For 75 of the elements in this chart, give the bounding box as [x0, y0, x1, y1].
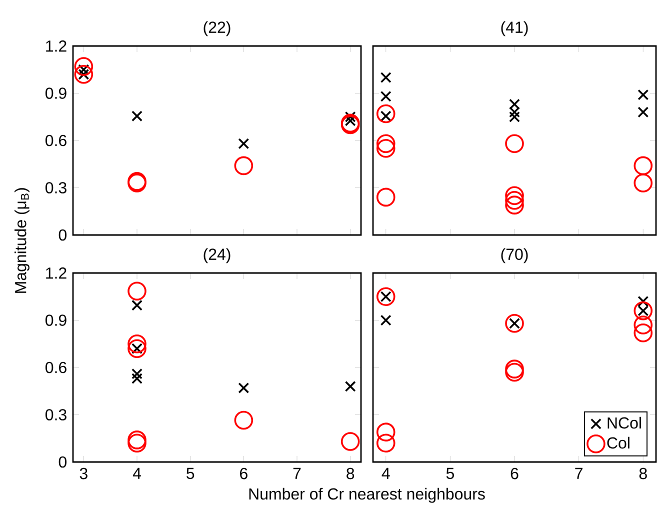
point: [380, 314, 392, 326]
point: [376, 104, 396, 124]
x-tick-label: 4: [382, 468, 390, 479]
x-axis-title: Number of Cr nearest neighbours: [249, 488, 485, 503]
point: [234, 410, 254, 430]
x-tick-label: 6: [240, 468, 248, 480]
point: [509, 106, 520, 118]
point: [505, 314, 524, 333]
point: [380, 90, 392, 102]
point: [638, 89, 649, 100]
x-tick-label: 4: [132, 468, 141, 479]
point: [238, 138, 250, 150]
chart-title: (70): [501, 248, 528, 264]
point: [234, 156, 254, 176]
point: [505, 134, 524, 154]
point: [376, 138, 396, 158]
point: [74, 57, 94, 76]
point: [505, 196, 524, 214]
x-tick-label: 8: [346, 468, 354, 480]
y-tick-label: 0.9: [46, 314, 66, 326]
point: [132, 373, 142, 384]
point: [128, 282, 146, 301]
point: [128, 430, 146, 450]
legend-label: NCol: [608, 416, 641, 429]
chart-title: (24): [204, 248, 230, 264]
point: [132, 110, 142, 122]
point: [238, 382, 250, 394]
point: [634, 323, 653, 342]
point: [74, 64, 94, 84]
point: [132, 368, 142, 380]
point: [505, 360, 524, 378]
x-tick-label: 5: [446, 468, 454, 480]
y-axis-title: Magnitude (μ$_{B}$): [14, 188, 30, 293]
point: [505, 362, 524, 382]
point: [505, 186, 524, 206]
y-tick-label: 0.3: [46, 182, 66, 194]
y-tick-label: 0.9: [46, 88, 66, 99]
y-tick-label: 0.6: [46, 134, 66, 146]
point: [376, 287, 396, 306]
point: [344, 380, 356, 392]
x-tick-label: 7: [575, 468, 582, 479]
point: [128, 434, 146, 452]
point: [128, 339, 146, 358]
y-tick-label: 1.2: [46, 267, 66, 279]
point: [634, 174, 653, 192]
point: [340, 432, 360, 451]
y-tick-label: 0.6: [46, 362, 66, 374]
legend-label: Col: [607, 436, 630, 449]
point: [380, 72, 392, 83]
point: [376, 422, 396, 442]
point: [376, 434, 396, 452]
point: [638, 106, 649, 118]
x-tick-label: 5: [186, 468, 194, 480]
point: [344, 111, 356, 122]
y-tick-label: 0.3: [46, 409, 66, 420]
x-tick-label: 8: [639, 468, 647, 480]
y-tick-label: 0: [58, 456, 66, 468]
y-tick-label: 1.2: [46, 40, 66, 52]
point: [509, 111, 520, 122]
point: [509, 98, 520, 110]
x-tick-label: 3: [80, 468, 88, 480]
x-tick-label: 6: [510, 468, 518, 480]
chart-title: (41): [501, 21, 528, 36]
y-tick-label: 0: [58, 229, 66, 241]
point: [634, 301, 653, 320]
point: [638, 296, 649, 307]
point: [132, 300, 142, 311]
point: [376, 134, 396, 154]
point: [128, 334, 146, 354]
x-tick-label: 7: [293, 468, 301, 479]
point: [634, 156, 653, 176]
point: [634, 316, 653, 334]
chart-title: (22): [204, 21, 230, 36]
point: [376, 188, 396, 207]
point: [505, 190, 524, 210]
